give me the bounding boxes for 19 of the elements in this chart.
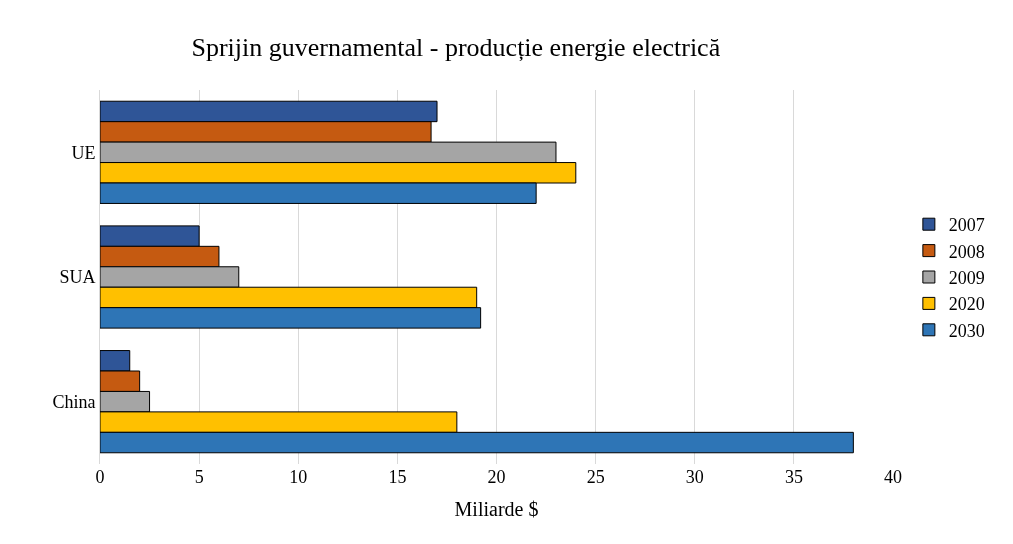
legend-label: 2020 bbox=[948, 294, 985, 315]
legend-label: 2009 bbox=[948, 268, 985, 289]
y-tick-label: China bbox=[52, 391, 96, 412]
x-tick-label: 40 bbox=[884, 467, 902, 487]
x-tick-label: 15 bbox=[388, 467, 407, 487]
chart-title: Sprijin guvernamental - producție energie electrică bbox=[191, 33, 721, 63]
x-tick-label: 25 bbox=[586, 467, 605, 487]
x-tick-label: 10 bbox=[289, 467, 308, 487]
legend-label: 2030 bbox=[948, 320, 985, 341]
x-tick-label: 5 bbox=[194, 467, 204, 487]
x-tick-label: 0 bbox=[95, 467, 105, 487]
x-tick-label: 30 bbox=[685, 467, 704, 487]
y-tick-label: SUA bbox=[59, 267, 96, 288]
x-axis-title: Miliarde $ bbox=[454, 497, 539, 520]
legend-label: 2008 bbox=[948, 241, 985, 262]
y-tick-label: UE bbox=[71, 142, 96, 163]
x-tick-label: 20 bbox=[487, 467, 506, 487]
x-tick-label: 35 bbox=[784, 467, 803, 487]
legend-label: 2007 bbox=[948, 215, 985, 236]
